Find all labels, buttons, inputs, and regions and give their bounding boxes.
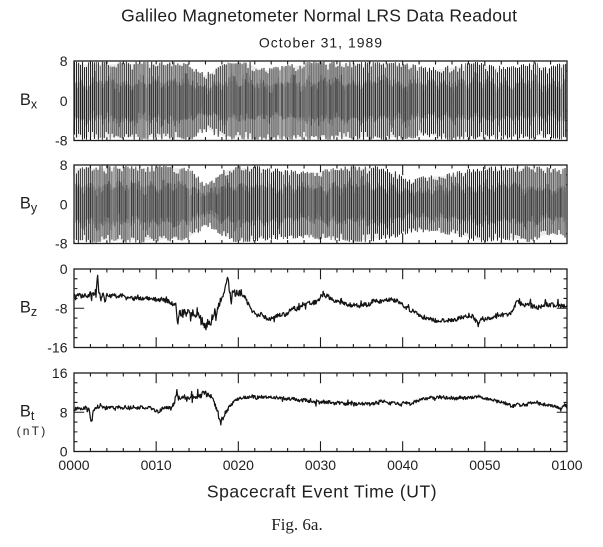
svg-text:0050: 0050 — [469, 457, 500, 473]
svg-text:0040: 0040 — [387, 457, 418, 473]
svg-text:0: 0 — [60, 444, 68, 460]
svg-text:0: 0 — [60, 93, 68, 109]
svg-text:Fig. 6a.: Fig. 6a. — [271, 515, 322, 534]
svg-text:-8: -8 — [55, 133, 68, 149]
svg-text:8: 8 — [60, 404, 68, 420]
svg-text:-16: -16 — [47, 340, 67, 356]
svg-text:0030: 0030 — [305, 457, 336, 473]
svg-text:Spacecraft Event Time (UT): Spacecraft Event Time (UT) — [207, 481, 437, 501]
svg-text:-8: -8 — [55, 300, 68, 316]
svg-text:0020: 0020 — [223, 457, 254, 473]
svg-text:0100: 0100 — [551, 457, 582, 473]
svg-text:8: 8 — [60, 53, 68, 69]
svg-text:0: 0 — [60, 196, 68, 212]
svg-text:-8: -8 — [55, 236, 68, 252]
svg-text:0: 0 — [60, 261, 68, 277]
svg-text:0010: 0010 — [141, 457, 172, 473]
svg-text:8: 8 — [60, 157, 68, 173]
svg-text:0000: 0000 — [58, 457, 89, 473]
svg-text:(nT): (nT) — [17, 424, 48, 438]
svg-text:Galileo Magnetometer Normal LR: Galileo Magnetometer Normal LRS Data Rea… — [121, 6, 517, 26]
svg-text:October 31, 1989: October 31, 1989 — [259, 35, 383, 51]
svg-text:16: 16 — [52, 365, 68, 381]
